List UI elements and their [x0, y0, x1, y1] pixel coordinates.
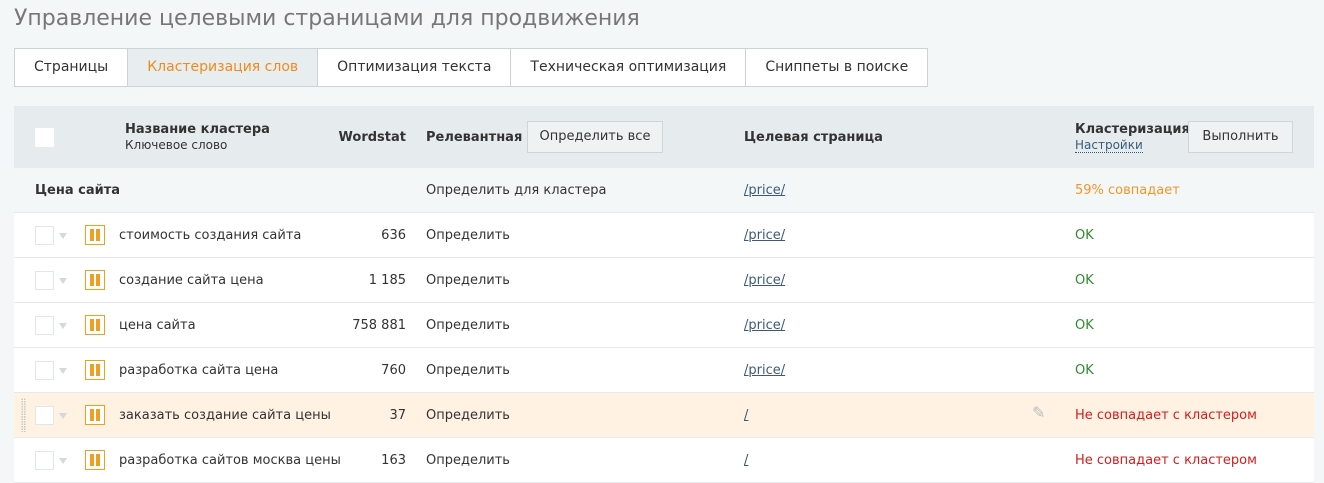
tab-clustering[interactable]: Кластеризация слов	[128, 49, 319, 86]
cluster-status: OK	[1075, 228, 1094, 243]
target-url[interactable]: /price/	[744, 228, 786, 243]
settings-link[interactable]: Настройки	[1075, 138, 1143, 153]
chevron-down-icon[interactable]	[59, 233, 67, 239]
row-checkbox[interactable]	[35, 316, 54, 335]
row-checkbox[interactable]	[35, 406, 54, 425]
header-clustering: Кластеризация	[1075, 122, 1190, 137]
tab-technical-optimization[interactable]: Техническая оптимизация	[511, 49, 747, 86]
pencil-icon[interactable]: ✎	[1032, 403, 1046, 422]
target-url[interactable]: /price/	[744, 318, 786, 333]
table-row: разработка сайтов москва цены 163 Опреде…	[14, 438, 1314, 483]
page-title: Управление целевыми страницами для продв…	[14, 6, 640, 31]
chevron-down-icon[interactable]	[59, 413, 67, 419]
table-row: создание сайта цена 1 185 Определить /pr…	[14, 258, 1314, 303]
pause-icon[interactable]	[85, 225, 105, 245]
pause-icon[interactable]	[85, 315, 105, 335]
cluster-name: Цена сайта	[35, 183, 121, 198]
determine-link[interactable]: Определить	[426, 318, 510, 333]
execute-button[interactable]: Выполнить	[1188, 121, 1293, 153]
cluster-status: Не совпадает с кластером	[1075, 453, 1257, 468]
chevron-down-icon[interactable]	[59, 368, 67, 374]
row-checkbox[interactable]	[35, 271, 54, 290]
tab-text-optimization[interactable]: Оптимизация текста	[318, 49, 512, 86]
wordstat-value: 1 185	[368, 273, 406, 288]
cluster-row: Цена сайта Определить для кластера /pric…	[14, 168, 1314, 213]
target-url[interactable]: /	[744, 408, 749, 423]
determine-link[interactable]: Определить	[426, 228, 510, 243]
clusters-table: Название кластера Ключевое слово Wordsta…	[14, 106, 1314, 483]
pause-icon[interactable]	[85, 360, 105, 380]
select-all-checkbox[interactable]	[35, 128, 54, 147]
chevron-down-icon[interactable]	[59, 458, 67, 464]
header-keyword: Ключевое слово	[125, 138, 228, 152]
table-row: цена сайта 758 881 Определить /price/ OK	[14, 303, 1314, 348]
target-url[interactable]: /price/	[744, 273, 786, 288]
determine-all-button[interactable]: Определить все	[527, 121, 663, 153]
chevron-down-icon[interactable]	[59, 323, 67, 329]
pause-icon[interactable]	[85, 270, 105, 290]
table-row: разработка сайта цена 760 Определить /pr…	[14, 348, 1314, 393]
tabs: Страницы Кластеризация слов Оптимизация …	[14, 48, 929, 87]
cluster-target-url[interactable]: /price/	[744, 183, 786, 198]
keyword: создание сайта цена	[119, 273, 264, 288]
determine-link[interactable]: Определить	[426, 453, 510, 468]
header-cluster-name: Название кластера	[125, 122, 270, 137]
keyword: разработка сайтов москва цены	[119, 453, 341, 468]
determine-for-cluster-link[interactable]: Определить для кластера	[426, 183, 607, 198]
pause-icon[interactable]	[85, 450, 105, 470]
header-relevant: Релевантная	[426, 130, 523, 145]
row-checkbox[interactable]	[35, 361, 54, 380]
determine-link[interactable]: Определить	[426, 273, 510, 288]
table-row: стоимость создания сайта 636 Определить …	[14, 213, 1314, 258]
drag-handle[interactable]	[21, 398, 26, 432]
cluster-status: OK	[1075, 363, 1094, 378]
table-row: заказать создание сайта цены 37 Определи…	[14, 393, 1314, 438]
tab-pages[interactable]: Страницы	[15, 49, 129, 86]
wordstat-value: 37	[389, 408, 406, 423]
tab-snippets[interactable]: Сниппеты в поиске	[765, 59, 909, 75]
cluster-status: 59% совпадает	[1075, 183, 1180, 198]
table-header: Название кластера Ключевое слово Wordsta…	[14, 106, 1314, 168]
target-url[interactable]: /	[744, 453, 749, 468]
keyword: заказать создание сайта цены	[119, 408, 331, 423]
target-url[interactable]: /price/	[744, 363, 786, 378]
keyword: стоимость создания сайта	[119, 228, 302, 243]
row-checkbox[interactable]	[35, 451, 54, 470]
chevron-down-icon[interactable]	[59, 278, 67, 284]
header-wordstat[interactable]: Wordstat	[338, 130, 406, 145]
cluster-status: OK	[1075, 273, 1094, 288]
wordstat-value: 636	[381, 228, 406, 243]
keyword: разработка сайта цена	[119, 363, 279, 378]
determine-link[interactable]: Определить	[426, 363, 510, 378]
wordstat-value: 163	[381, 453, 406, 468]
row-checkbox[interactable]	[35, 226, 54, 245]
determine-link[interactable]: Определить	[426, 408, 510, 423]
wordstat-value: 760	[381, 363, 406, 378]
cluster-status: OK	[1075, 318, 1094, 333]
wordstat-value: 758 881	[352, 318, 406, 333]
pause-icon[interactable]	[85, 405, 105, 425]
keyword: цена сайта	[119, 318, 196, 333]
cluster-status: Не совпадает с кластером	[1075, 408, 1257, 423]
header-target-page: Целевая страница	[744, 130, 883, 145]
